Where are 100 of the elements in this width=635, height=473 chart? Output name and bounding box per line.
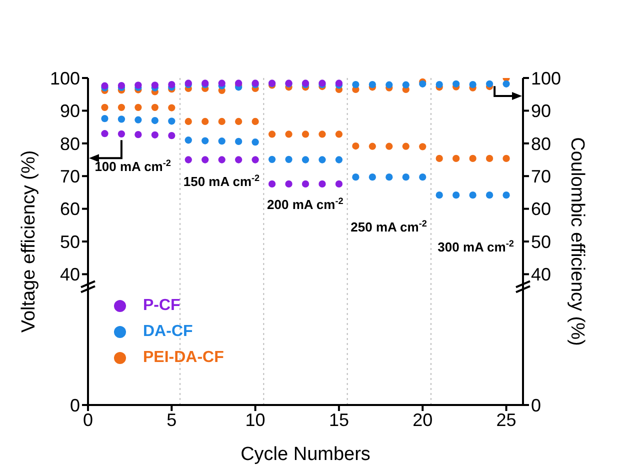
y2-tick-label: 90 — [531, 101, 552, 122]
point — [318, 180, 326, 188]
point — [352, 174, 360, 181]
point — [469, 192, 476, 199]
point — [352, 80, 360, 88]
point — [202, 156, 209, 164]
y-tick-label: 0 — [70, 395, 80, 416]
point — [151, 104, 158, 111]
point — [452, 192, 460, 199]
point — [168, 104, 176, 112]
y2-tick-label: 70 — [531, 166, 552, 186]
point — [184, 118, 192, 126]
point — [302, 180, 310, 188]
point — [486, 192, 494, 199]
annotation: 250 mA cm$^{-2}$ — [350, 218, 427, 235]
point — [118, 116, 126, 123]
annotation: 100 mA cm$^{-2}$ — [94, 158, 171, 174]
point — [285, 156, 292, 163]
point — [335, 180, 343, 188]
annotation: 200 mA cm$^{-2}$ — [267, 196, 344, 212]
point — [386, 174, 393, 181]
point — [302, 156, 310, 164]
point — [184, 156, 192, 164]
point — [118, 130, 126, 138]
point — [151, 131, 158, 138]
point — [268, 156, 276, 163]
point — [268, 130, 276, 138]
point — [419, 174, 426, 181]
point — [302, 130, 310, 138]
point — [469, 80, 476, 88]
x-tick-label: 5 — [166, 410, 177, 430]
point — [502, 80, 510, 88]
point — [151, 116, 158, 124]
point — [402, 81, 410, 88]
y2-axis-title: Coulombic efficiency (%) — [566, 137, 588, 346]
point — [285, 180, 292, 188]
legend-label: PEI-DA-CF — [143, 349, 224, 367]
point — [101, 104, 108, 111]
point — [235, 156, 242, 164]
y2-tick-label: 40 — [531, 264, 552, 285]
legend-label: DA-CF — [143, 323, 193, 341]
y-tick-label: 80 — [60, 134, 80, 154]
annotation: 150 mA cm$^{-2}$ — [183, 172, 260, 189]
point — [268, 180, 276, 188]
annotation: 300 mA cm$^{-2}$ — [438, 238, 514, 254]
y-tick-label: 50 — [60, 232, 80, 252]
point — [436, 154, 443, 162]
point — [134, 131, 142, 138]
x-tick-label: 15 — [328, 410, 349, 430]
point — [218, 138, 226, 145]
point — [285, 130, 292, 138]
point — [168, 132, 176, 140]
x-tick-label: 25 — [496, 410, 516, 430]
x-tick-label: 0 — [82, 410, 94, 430]
point — [452, 154, 460, 162]
point — [502, 154, 510, 162]
point — [101, 114, 108, 122]
point — [386, 142, 393, 150]
point — [419, 143, 426, 150]
point — [335, 130, 343, 138]
x-tick-label: 10 — [245, 410, 266, 430]
legend-label: P-CF — [143, 297, 180, 315]
y-tick-label: 60 — [60, 199, 80, 220]
point — [218, 80, 226, 87]
point — [402, 174, 410, 181]
x-axis-title: Cycle Numbers — [240, 444, 370, 465]
point — [368, 174, 376, 181]
point — [134, 116, 142, 124]
y2-tick-label: 80 — [531, 134, 552, 154]
point — [235, 138, 242, 145]
point — [486, 154, 494, 162]
point — [134, 104, 142, 111]
point — [151, 82, 158, 89]
point — [486, 80, 494, 88]
point — [318, 156, 326, 164]
point — [368, 80, 376, 88]
point — [335, 156, 343, 164]
point — [218, 156, 226, 164]
point — [436, 192, 443, 199]
y-tick-label: 90 — [60, 101, 80, 122]
point — [168, 80, 176, 88]
y-tick-label: 40 — [60, 264, 80, 285]
x-tick-label: 20 — [412, 410, 433, 430]
point — [252, 118, 259, 126]
y2-tick-label: 0 — [531, 395, 542, 416]
point — [469, 154, 476, 162]
y2-tick-label: 60 — [531, 199, 552, 220]
point — [168, 118, 176, 125]
point — [352, 142, 360, 150]
point — [368, 142, 376, 150]
point — [252, 138, 259, 146]
y2-tick-label: 50 — [531, 232, 552, 252]
point — [502, 192, 510, 199]
point — [318, 130, 326, 138]
point — [452, 80, 460, 88]
y-tick-label: 70 — [60, 166, 80, 186]
point — [202, 118, 209, 126]
point — [436, 80, 443, 88]
point — [252, 156, 259, 164]
point — [218, 118, 226, 126]
